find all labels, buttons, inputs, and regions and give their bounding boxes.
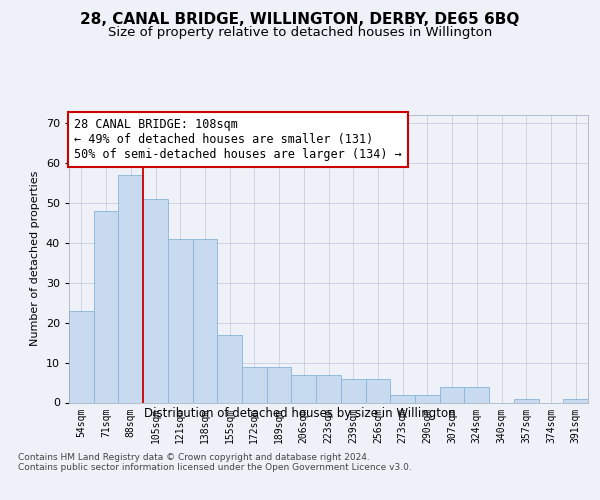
Bar — [341, 378, 365, 402]
Bar — [464, 386, 489, 402]
Text: 28, CANAL BRIDGE, WILLINGTON, DERBY, DE65 6BQ: 28, CANAL BRIDGE, WILLINGTON, DERBY, DE6… — [80, 12, 520, 28]
Bar — [168, 239, 193, 402]
Bar — [440, 386, 464, 402]
Bar — [94, 211, 118, 402]
Y-axis label: Number of detached properties: Number of detached properties — [30, 171, 40, 346]
Text: Distribution of detached houses by size in Willington: Distribution of detached houses by size … — [144, 408, 456, 420]
Bar — [193, 239, 217, 402]
Bar — [514, 398, 539, 402]
Bar — [217, 334, 242, 402]
Bar — [242, 366, 267, 402]
Bar — [118, 175, 143, 402]
Text: Size of property relative to detached houses in Willington: Size of property relative to detached ho… — [108, 26, 492, 39]
Text: 28 CANAL BRIDGE: 108sqm
← 49% of detached houses are smaller (131)
50% of semi-d: 28 CANAL BRIDGE: 108sqm ← 49% of detache… — [74, 118, 402, 161]
Bar — [365, 378, 390, 402]
Bar — [563, 398, 588, 402]
Bar — [69, 310, 94, 402]
Text: Contains HM Land Registry data © Crown copyright and database right 2024.
Contai: Contains HM Land Registry data © Crown c… — [18, 452, 412, 472]
Bar — [143, 199, 168, 402]
Bar — [267, 366, 292, 402]
Bar — [292, 374, 316, 402]
Bar — [415, 394, 440, 402]
Bar — [390, 394, 415, 402]
Bar — [316, 374, 341, 402]
